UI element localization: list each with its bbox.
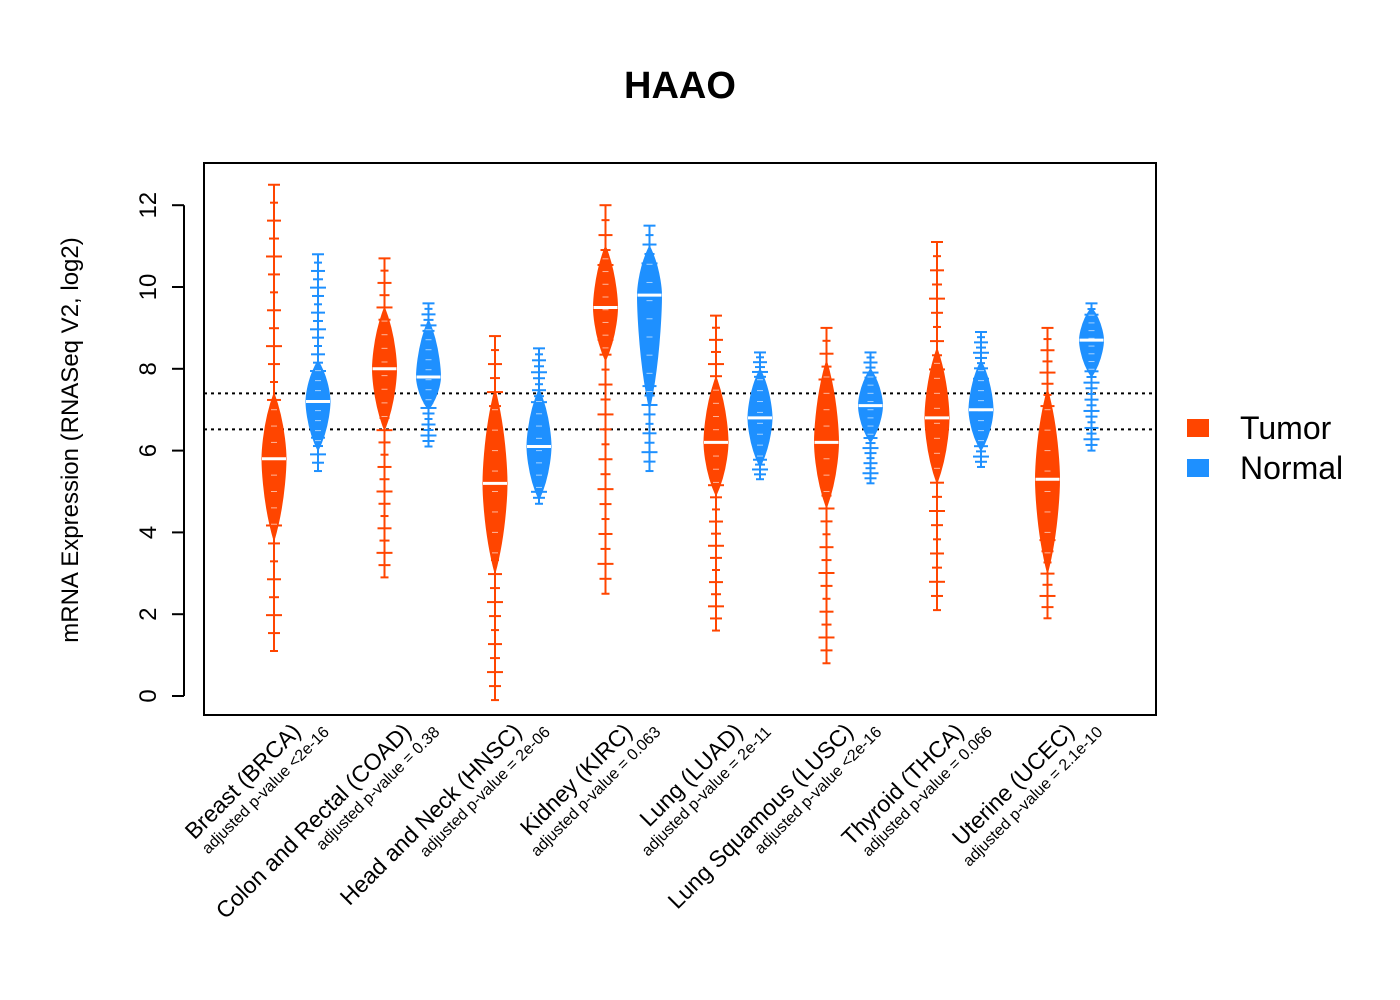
violin-normal [857, 351, 884, 485]
violin-tumor [1034, 326, 1061, 620]
y-axis-label: mRNA Expression (RNASeq V2, log2) [57, 237, 84, 643]
violin-tumor [371, 257, 398, 579]
y-axis: 0 2 4 6 8 10 12 [135, 192, 185, 703]
y-tick-label: 0 [135, 689, 162, 702]
legend-swatch [1187, 459, 1209, 477]
y-tick-label: 4 [135, 526, 162, 539]
violin-normal [526, 347, 552, 505]
violin-tumor-body [261, 391, 287, 543]
legend-label: Tumor [1240, 410, 1332, 446]
legend-label: Normal [1240, 450, 1343, 486]
violin-normal [305, 253, 331, 473]
violin-normal-body [526, 387, 552, 501]
y-tick-label: 8 [135, 362, 162, 375]
violin-tumor-body [592, 244, 619, 362]
y-tick-label: 6 [135, 444, 162, 457]
violin-tumor-body [924, 346, 950, 485]
plot-frame [203, 162, 1157, 716]
violin-normal-body [1078, 306, 1105, 378]
violin-tumor [813, 326, 840, 665]
violin-normal-body [636, 244, 663, 410]
y-tick-label: 10 [135, 274, 162, 301]
violin-normal [415, 302, 442, 448]
violin-tumor [261, 183, 287, 653]
violin-tumor [482, 335, 508, 702]
violin-tumor [703, 314, 729, 632]
violin-tumor-body [1034, 387, 1061, 574]
legend: Tumor Normal [1187, 410, 1343, 486]
violin-normal [968, 330, 994, 468]
violin-tumor [592, 204, 619, 595]
reference-lines [204, 392, 1156, 431]
violin-normal [1078, 302, 1105, 452]
violin-tumor-body [703, 375, 729, 497]
violin-tumor-body [482, 389, 508, 576]
y-tick-label: 2 [135, 608, 162, 621]
violins [261, 183, 1105, 702]
violin-normal [636, 224, 663, 473]
y-tick-label: 12 [135, 192, 162, 219]
violin-normal-body [305, 359, 331, 452]
violin-normal [747, 351, 773, 481]
legend-swatch [1187, 419, 1209, 437]
x-axis: Breast (BRCA)adjusted p-value <2e-16Colo… [180, 718, 1107, 923]
violin-tumor-body [813, 358, 840, 510]
violin-normal-body [968, 359, 994, 452]
chart-title: HAAO [624, 65, 736, 107]
violin-normal-body [415, 318, 442, 411]
violin-tumor [924, 241, 950, 612]
